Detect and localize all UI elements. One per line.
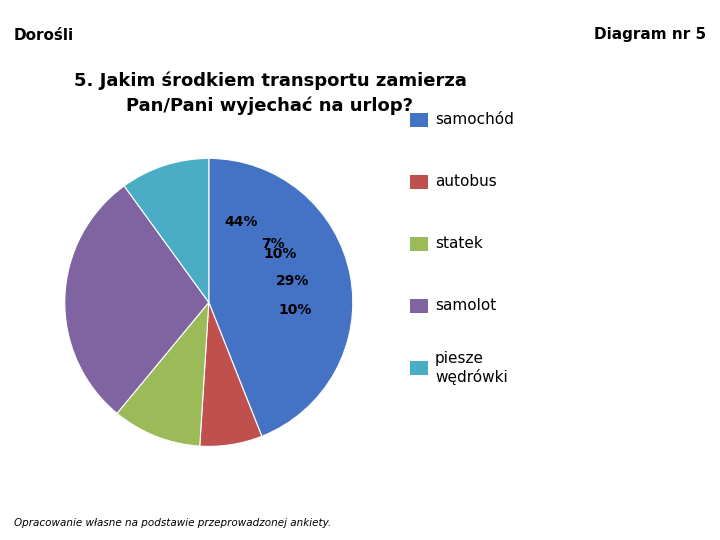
Text: samolot: samolot: [435, 299, 496, 314]
Text: Diagram nr 5: Diagram nr 5: [594, 28, 706, 43]
FancyBboxPatch shape: [410, 299, 428, 313]
FancyBboxPatch shape: [410, 175, 428, 189]
Text: 7%: 7%: [261, 237, 284, 251]
Wedge shape: [124, 158, 209, 302]
Text: Dorośli: Dorośli: [14, 28, 74, 43]
Text: 5. Jakim środkiem transportu zamierza
Pan/Pani wyjechać na urlop?: 5. Jakim środkiem transportu zamierza Pa…: [73, 72, 467, 115]
Wedge shape: [65, 186, 209, 413]
FancyBboxPatch shape: [410, 361, 428, 375]
Text: piesze
wędrówki: piesze wędrówki: [435, 351, 508, 385]
Text: autobus: autobus: [435, 174, 497, 190]
Text: 10%: 10%: [264, 247, 297, 261]
Text: statek: statek: [435, 237, 482, 252]
Wedge shape: [209, 158, 353, 436]
Text: samochód: samochód: [435, 112, 514, 127]
Wedge shape: [199, 302, 262, 447]
Text: 29%: 29%: [276, 274, 309, 288]
Text: 44%: 44%: [225, 215, 258, 230]
Text: 10%: 10%: [278, 303, 312, 317]
Text: Opracowanie własne na podstawie przeprowadzonej ankiety.: Opracowanie własne na podstawie przeprow…: [14, 518, 331, 528]
FancyBboxPatch shape: [410, 237, 428, 251]
FancyBboxPatch shape: [410, 113, 428, 127]
Wedge shape: [117, 302, 209, 446]
